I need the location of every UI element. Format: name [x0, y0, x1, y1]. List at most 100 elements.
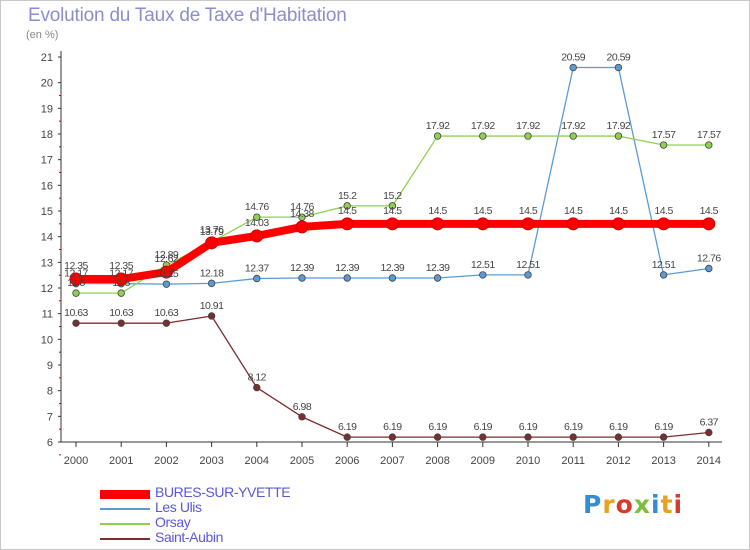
data-label-les-ulis: 12.39 — [290, 262, 314, 274]
legend-item: BURES-SUR-YVETTE — [100, 484, 320, 502]
x-tick-label: 2002 — [154, 455, 178, 467]
series-point-bures-sur-yvette — [657, 217, 671, 231]
series-point-saint-aubin — [72, 319, 80, 327]
data-label-bures-sur-yvette: 13.76 — [200, 224, 224, 236]
data-label-saint-aubin: 6.19 — [519, 421, 538, 433]
x-tick-label: 2004 — [245, 455, 269, 467]
x-tick-label: 2012 — [606, 455, 630, 467]
series-point-orsay — [117, 289, 125, 297]
series-point-les-ulis — [614, 63, 623, 72]
data-label-orsay: 13.79 — [200, 226, 224, 238]
legend-label: Orsay — [155, 514, 191, 530]
x-tick-label: 2009 — [471, 455, 495, 467]
data-label-saint-aubin: 6.19 — [609, 421, 628, 433]
data-label-saint-aubin: 10.91 — [200, 300, 224, 312]
data-label-saint-aubin: 6.19 — [383, 421, 402, 433]
series-point-les-ulis — [659, 271, 668, 279]
legend-swatch — [100, 489, 150, 499]
y-tick-label: 15 — [41, 206, 53, 218]
data-label-orsay: 17.92 — [607, 120, 631, 132]
series-point-orsay — [569, 132, 577, 140]
y-tick-label: 19 — [41, 103, 53, 115]
logo-letter: i — [673, 490, 684, 519]
y-tick-label: 7 — [47, 411, 53, 423]
series-point-les-ulis — [298, 274, 306, 282]
series-point-bures-sur-yvette — [611, 217, 625, 231]
y-tick-label: 13 — [41, 257, 53, 269]
data-label-saint-aubin: 6.37 — [700, 417, 719, 429]
data-label-orsay: 17.92 — [471, 120, 495, 132]
y-tick-label: 12 — [41, 283, 53, 295]
legend-swatch — [100, 523, 150, 525]
data-label-orsay: 14.76 — [290, 201, 314, 213]
data-label-orsay: 14.76 — [245, 201, 269, 213]
data-label-les-ulis: 12.37 — [245, 263, 269, 275]
data-label-les-ulis: 20.59 — [561, 52, 585, 64]
x-tick-label: 2006 — [335, 455, 359, 467]
series-point-les-ulis — [705, 264, 713, 273]
series-point-saint-aubin — [343, 433, 351, 441]
series-point-saint-aubin — [117, 319, 125, 327]
data-label-bures-sur-yvette: 14.5 — [609, 205, 628, 217]
data-label-saint-aubin: 6.19 — [338, 421, 357, 433]
data-label-orsay: 17.92 — [516, 120, 540, 132]
legend-item: Saint-Aubin — [100, 529, 320, 547]
data-label-les-ulis: 12.51 — [516, 259, 540, 271]
series-point-orsay — [343, 202, 351, 210]
series-point-les-ulis — [479, 271, 487, 279]
y-tick-label: 21 — [41, 52, 53, 64]
series-point-bures-sur-yvette — [702, 217, 716, 231]
data-label-les-ulis: 12.17 — [109, 268, 133, 280]
data-label-les-ulis: 12.39 — [381, 262, 405, 274]
series-point-bures-sur-yvette — [521, 217, 535, 231]
data-label-orsay: 17.57 — [697, 129, 721, 141]
series-point-les-ulis — [162, 280, 171, 288]
series-point-bures-sur-yvette — [114, 272, 128, 286]
data-label-saint-aubin: 6.19 — [474, 421, 493, 433]
series-point-orsay — [433, 132, 442, 140]
data-label-bures-sur-yvette: 14.5 — [474, 205, 493, 217]
x-tick-label: 2005 — [290, 455, 314, 467]
data-label-orsay: 15.2 — [338, 190, 357, 202]
series-point-saint-aubin — [524, 433, 532, 441]
series-point-orsay — [705, 141, 713, 149]
data-label-bures-sur-yvette: 14.5 — [428, 205, 447, 217]
logo-letter: P — [583, 490, 603, 519]
series-point-bures-sur-yvette — [205, 236, 219, 250]
x-tick-label: 2003 — [199, 455, 223, 467]
series-line-saint-aubin — [75, 315, 710, 438]
series-point-les-ulis — [388, 274, 397, 282]
series-point-orsay — [72, 289, 80, 297]
data-label-saint-aubin: 6.19 — [564, 421, 583, 433]
series-point-saint-aubin — [253, 383, 261, 392]
data-label-orsay: 17.92 — [561, 120, 585, 132]
data-label-saint-aubin: 10.63 — [109, 307, 133, 319]
y-tick-label: 11 — [42, 309, 53, 321]
data-label-orsay: 15.2 — [383, 190, 402, 202]
y-tick-label: 18 — [41, 129, 53, 141]
series-point-bures-sur-yvette — [159, 265, 173, 279]
series-point-bures-sur-yvette — [476, 217, 490, 231]
y-tick-label: 6 — [47, 437, 53, 449]
y-tick-label: 9 — [47, 360, 53, 372]
series-point-saint-aubin — [298, 413, 306, 421]
series-point-bures-sur-yvette — [250, 229, 264, 243]
series-point-les-ulis — [524, 271, 532, 279]
data-label-bures-sur-yvette: 14.5 — [700, 205, 719, 217]
y-tick-label: 8 — [47, 386, 53, 398]
x-tick-label: 2008 — [425, 455, 449, 467]
logo-letter: o — [615, 490, 634, 519]
data-label-orsay: 11.8 — [112, 277, 130, 289]
series-point-saint-aubin — [479, 433, 487, 441]
data-label-bures-sur-yvette: 12.35 — [109, 260, 133, 272]
logo-letter: r — [602, 490, 616, 519]
data-label-saint-aubin: 6.19 — [428, 421, 447, 433]
series-point-saint-aubin — [659, 433, 668, 441]
data-label-bures-sur-yvette: 14.03 — [245, 217, 269, 229]
y-tick-label: 17 — [41, 155, 53, 167]
series-point-bures-sur-yvette — [431, 217, 445, 231]
series-point-orsay — [253, 213, 261, 221]
series-point-bures-sur-yvette — [69, 272, 83, 286]
data-label-bures-sur-yvette: 14.5 — [338, 205, 357, 217]
legend-label: BURES-SUR-YVETTE — [155, 484, 291, 500]
